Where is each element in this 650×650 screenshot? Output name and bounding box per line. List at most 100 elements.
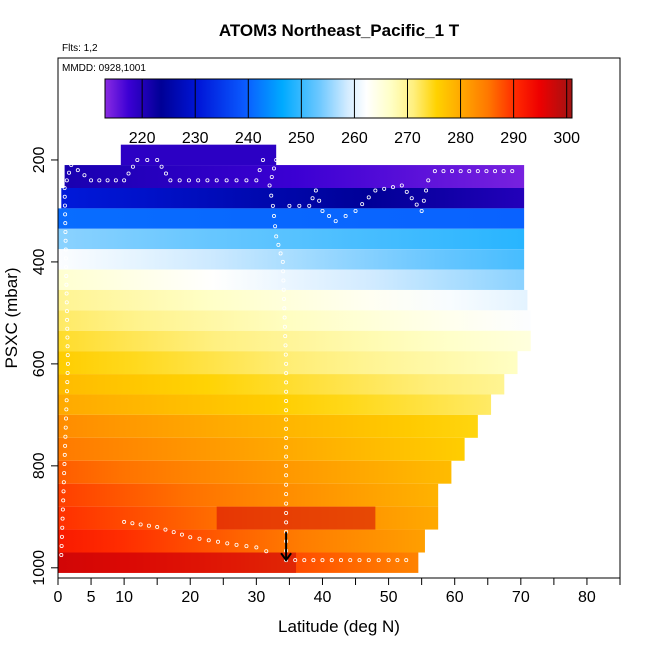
track-point <box>317 198 322 203</box>
track-point <box>64 291 69 296</box>
track-point <box>395 558 400 563</box>
track-point <box>155 525 160 530</box>
track-point <box>61 498 66 503</box>
track-point <box>122 178 127 183</box>
y-tick-label: 200 <box>31 147 48 174</box>
track-point <box>282 315 287 320</box>
x-axis-label: Latitude (deg N) <box>278 617 400 636</box>
x-axis: 0 5 10 20 30 40 50 60 70 80 <box>54 578 621 606</box>
track-point <box>419 208 424 213</box>
track-point <box>171 530 176 535</box>
x-tick-label: 40 <box>314 589 332 606</box>
track-point <box>65 326 70 331</box>
x-tick-label: 20 <box>181 589 199 606</box>
track-point <box>146 523 151 528</box>
x-tick-label: 10 <box>115 589 133 606</box>
track-point <box>271 214 276 219</box>
track-point <box>386 558 391 563</box>
temperature-layer <box>58 529 425 553</box>
track-point <box>224 178 229 183</box>
temperature-layer <box>58 414 478 438</box>
track-point <box>60 507 65 512</box>
temperature-layer <box>58 269 525 290</box>
track-point <box>135 157 140 162</box>
track-point <box>105 178 110 183</box>
y-tick-label: 400 <box>31 248 48 275</box>
track-point <box>284 482 289 487</box>
track-point <box>399 183 404 188</box>
track-point <box>329 558 334 563</box>
track-point <box>281 287 286 292</box>
hot-patch <box>58 552 297 573</box>
track-point <box>284 371 289 376</box>
track-point <box>65 370 70 375</box>
flight-track <box>59 157 515 563</box>
track-point <box>278 251 283 256</box>
colorbar-tick-label: 230 <box>182 130 209 147</box>
track-point <box>65 353 70 358</box>
track-point <box>63 221 68 226</box>
track-point <box>59 553 64 558</box>
temperature-layer <box>58 228 525 250</box>
colorbar-tick-label: 300 <box>553 130 580 147</box>
track-point <box>62 194 67 199</box>
track-point <box>64 178 69 183</box>
track-point <box>357 558 362 563</box>
track-point <box>284 501 289 506</box>
track-point <box>64 407 69 412</box>
track-point <box>327 214 332 219</box>
track-point <box>65 344 70 349</box>
track-point <box>254 545 259 550</box>
track-point <box>409 196 414 201</box>
track-point <box>267 183 272 188</box>
colorbar: 220 230 240 250 260 270 280 290 300 <box>104 78 580 147</box>
track-point <box>284 520 289 525</box>
track-point <box>348 558 353 563</box>
track-point <box>168 178 173 183</box>
plot-area: MMDD: 0928,1001 <box>57 57 621 579</box>
track-point <box>293 558 298 563</box>
colorbar-tick-label: 280 <box>447 130 474 147</box>
temperature-layer <box>58 330 531 352</box>
track-point <box>179 532 184 537</box>
track-point <box>307 203 312 208</box>
track-point <box>269 193 274 198</box>
track-point <box>424 188 429 193</box>
temperature-layer <box>58 310 531 331</box>
track-point <box>244 178 249 183</box>
chart-title: ATOM3 Northeast_Pacific_1 T <box>219 21 460 40</box>
date-note: MMDD: 0928,1001 <box>62 63 146 74</box>
colorbar-ticks: 220 230 240 250 260 270 280 290 300 <box>129 79 580 147</box>
track-point <box>510 169 515 174</box>
colorbar-tick-label: 290 <box>500 130 527 147</box>
track-point <box>163 171 168 176</box>
track-point <box>333 219 338 224</box>
temperature-layers <box>58 144 531 573</box>
track-point <box>282 296 287 301</box>
flights-note: Flts: 1,2 <box>62 43 98 54</box>
track-point <box>320 558 325 563</box>
track-point <box>196 178 201 183</box>
track-point <box>62 471 67 476</box>
track-point <box>63 443 68 448</box>
track-point <box>284 492 289 497</box>
track-point <box>63 238 68 243</box>
track-point <box>501 169 506 174</box>
track-point <box>82 173 87 178</box>
x-tick-label: 5 <box>87 589 96 606</box>
track-point <box>61 480 66 485</box>
track-point <box>270 203 275 208</box>
track-point <box>283 352 288 357</box>
track-point <box>214 178 219 183</box>
track-point <box>311 558 316 563</box>
track-point <box>59 543 64 548</box>
y-axis-label: PSXC (mbar) <box>2 267 21 368</box>
track-point <box>467 169 472 174</box>
track-point <box>63 247 68 252</box>
track-point <box>64 300 69 305</box>
track-point <box>234 542 239 547</box>
track-point <box>353 208 358 213</box>
x-tick-label: 70 <box>512 589 530 606</box>
track-point <box>130 521 135 526</box>
track-point <box>138 522 143 527</box>
